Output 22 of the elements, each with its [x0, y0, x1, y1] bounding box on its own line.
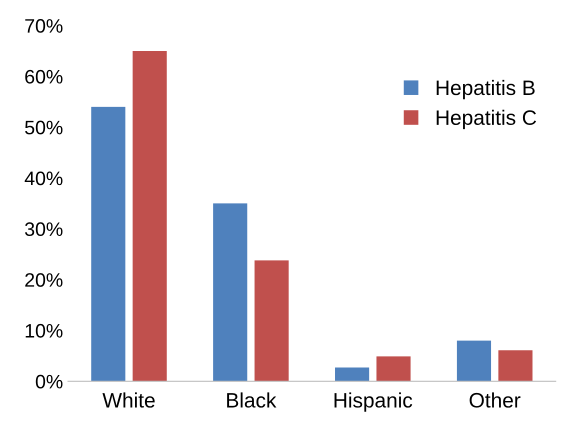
- y-tick-label: 30%: [25, 222, 62, 236]
- bar: [456, 340, 492, 382]
- x-tick-label: White: [102, 392, 155, 408]
- y-tick-label: 10%: [26, 324, 62, 338]
- y-tick-label: 60%: [25, 70, 62, 84]
- x-tick-label: Other: [470, 392, 520, 408]
- y-tick-label: 70%: [25, 19, 62, 33]
- bar: [376, 356, 411, 382]
- y-tick-label: 50%: [25, 120, 62, 134]
- legend-label: Hepatitis B: [436, 80, 535, 100]
- x-tick-label: Hispanic: [334, 392, 412, 412]
- bar: [335, 368, 370, 382]
- bar: [254, 260, 289, 382]
- x-tick-label: Black: [227, 392, 276, 408]
- y-tick-label: 20%: [25, 273, 62, 287]
- bar: [498, 350, 532, 382]
- bar: [91, 106, 126, 382]
- y-tick-label: 40%: [24, 171, 62, 186]
- legend-label: Hepatitis C: [436, 110, 536, 130]
- bar: [213, 203, 248, 382]
- y-tick-label: 0%: [36, 374, 62, 389]
- bar: [132, 50, 167, 382]
